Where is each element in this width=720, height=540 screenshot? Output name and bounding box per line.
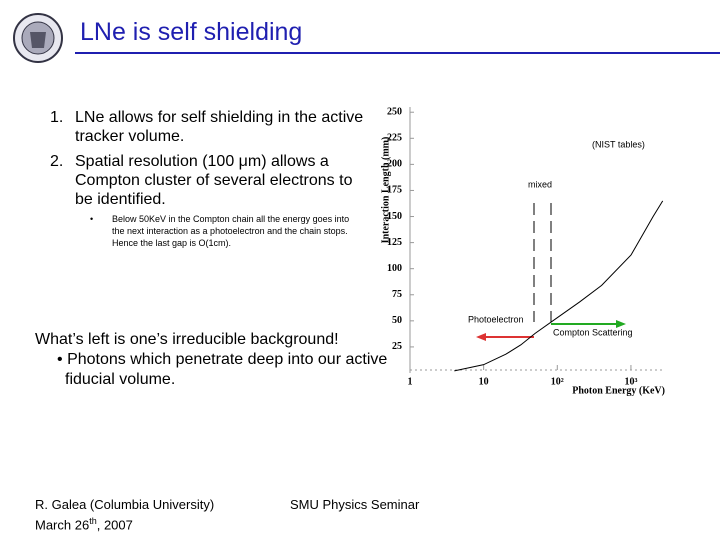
region-label: mixed [528, 179, 552, 189]
number: 2. [50, 153, 64, 170]
x-axis-label: Photon Energy (KeV) [572, 385, 665, 396]
x-tick-label: 10³ [624, 376, 637, 387]
text: Photons which penetrate deep into our ac… [65, 351, 388, 388]
heading: What’s left is one’s irreducible backgro… [35, 331, 339, 348]
x-tick-label: 10² [551, 376, 564, 387]
marker: • [90, 214, 94, 224]
title-rule [75, 52, 720, 54]
bullet: • [57, 351, 63, 368]
footer-left: R. Galea (Columbia University) March 26t… [35, 497, 214, 533]
region-label: Photoelectron [468, 314, 524, 324]
title: LNe is self shielding [80, 18, 303, 46]
text: Spatial resolution (100 μm) allows a Com… [75, 153, 353, 208]
date-sup: th [89, 516, 97, 526]
text: Below 50KeV in the Compton chain all the… [112, 214, 350, 248]
author: R. Galea (Columbia University) [35, 497, 215, 512]
y-tick-label: 75 [392, 289, 402, 300]
logo [13, 13, 63, 63]
number: 1. [50, 109, 64, 126]
date-suffix: , 2007 [96, 517, 133, 533]
arrowhead [616, 320, 626, 328]
y-tick-label: 25 [392, 341, 402, 352]
y-axis-label: Interaction Length (mm) [380, 137, 391, 244]
event: SMU Physics Seminar [290, 497, 420, 512]
sub-bullet: • Below 50KeV in the Compton chain all th… [90, 213, 355, 249]
y-tick-label: 200 [387, 159, 402, 170]
note: (NIST tables) [592, 139, 645, 149]
text: LNe allows for self shielding in the act… [75, 109, 364, 145]
date-prefix: March 26 [35, 517, 90, 533]
y-tick-label: 125 [387, 237, 402, 248]
y-tick-label: 250 [387, 107, 402, 118]
x-tick-label: 10 [479, 376, 489, 387]
curve [454, 200, 664, 372]
remark: What’s left is one’s irreducible backgro… [35, 330, 395, 390]
list-item: 1. LNe allows for self shielding in the a… [50, 108, 370, 146]
list-item: 2. Spatial resolution (100 μm) allows a C… [50, 152, 370, 209]
date: March 26th, 2007 [35, 513, 214, 533]
y-tick-label: 175 [387, 185, 402, 196]
y-tick-label: 100 [387, 263, 402, 274]
y-tick-label: 50 [392, 315, 402, 326]
arrowhead [476, 333, 486, 341]
y-tick-label: 225 [387, 133, 402, 144]
region-label: Compton Scattering [553, 327, 633, 337]
y-tick-label: 150 [387, 211, 402, 222]
x-tick-label: 1 [408, 376, 413, 387]
